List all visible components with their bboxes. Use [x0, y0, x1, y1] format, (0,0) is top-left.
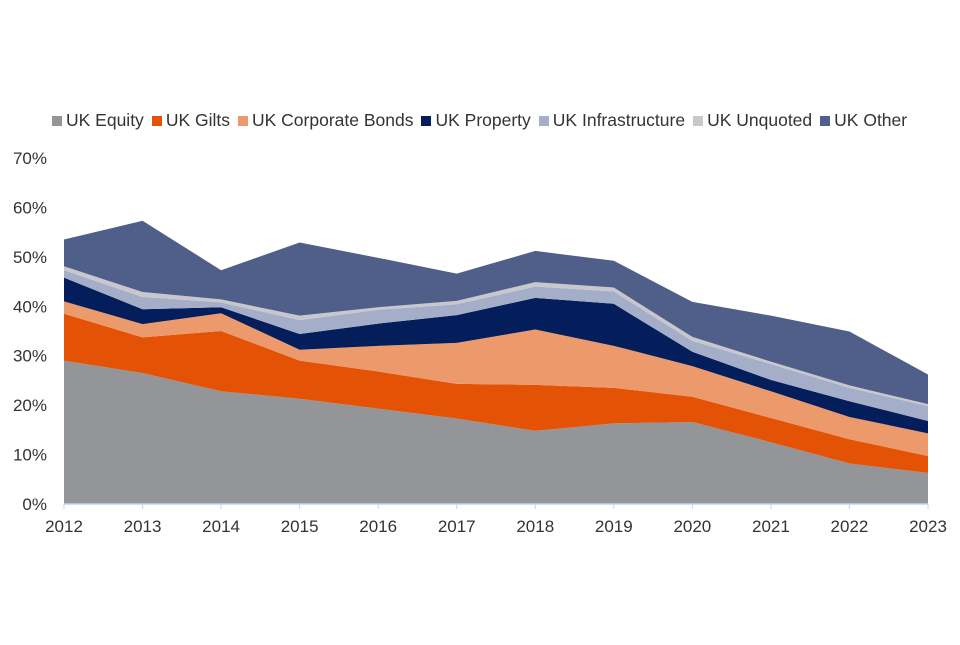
y-tick-label: 50%: [13, 248, 47, 267]
legend-item-uk-equity: UK Equity: [52, 110, 144, 131]
x-tick-label: 2020: [673, 517, 711, 536]
area-uk-other: [64, 220, 928, 405]
y-tick-label: 10%: [13, 446, 47, 465]
legend-swatch: [421, 115, 432, 126]
x-tick-label: 2021: [752, 517, 790, 536]
legend-label: UK Gilts: [165, 110, 230, 130]
legend-label: UK Infrastructure: [552, 110, 686, 130]
legend-label: UK Other: [834, 110, 908, 130]
area-uk-gilts: [64, 313, 928, 473]
legend-item-uk-gilts: UK Gilts: [151, 110, 230, 131]
area-uk-property: [64, 277, 928, 434]
y-tick-label: 40%: [13, 297, 47, 316]
area-uk-equity: [64, 360, 928, 504]
x-tick-label: 2014: [202, 517, 240, 536]
y-tick-label: 60%: [13, 198, 47, 217]
legend-swatch: [538, 115, 549, 126]
legend-label: UK Property: [435, 110, 531, 130]
x-tick-label: 2019: [595, 517, 633, 536]
legend-label: UK Corporate Bonds: [252, 110, 414, 130]
legend-item-uk-other: UK Other: [820, 110, 907, 131]
x-tick-label: 2018: [516, 517, 554, 536]
x-tick-label: 2023: [909, 517, 947, 536]
legend-item-uk-unquoted: UK Unquoted: [693, 110, 812, 131]
legend-swatch: [238, 115, 248, 126]
legend-swatch: [693, 115, 704, 126]
area-uk-corporate-bonds: [64, 301, 928, 457]
y-tick-label: 0%: [22, 495, 47, 514]
legend: UK Equity UK Gilts UK Corporate Bonds UK Pr…: [52, 110, 915, 131]
legend-swatch: [151, 115, 162, 126]
x-tick-label: 2017: [438, 517, 476, 536]
legend-item-uk-corporate-bonds: UK Corporate Bonds: [238, 110, 413, 131]
x-tick-label: 2013: [124, 517, 162, 536]
y-tick-label: 20%: [13, 396, 47, 415]
legend-item-uk-infrastructure: UK Infrastructure: [538, 110, 686, 131]
area-uk-infrastructure: [64, 270, 928, 421]
x-tick-label: 2016: [359, 517, 397, 536]
y-tick-label: 70%: [13, 149, 47, 168]
legend-label: UK Unquoted: [707, 110, 813, 130]
y-tick-label: 30%: [13, 347, 47, 366]
x-tick-label: 2012: [45, 517, 83, 536]
x-tick-label: 2015: [281, 517, 319, 536]
legend-label: UK Equity: [66, 110, 144, 130]
area-uk-unquoted: [64, 266, 928, 407]
legend-item-uk-property: UK Property: [421, 110, 531, 131]
legend-swatch: [52, 115, 62, 126]
x-tick-label: 2022: [831, 517, 869, 536]
legend-swatch: [820, 115, 831, 126]
